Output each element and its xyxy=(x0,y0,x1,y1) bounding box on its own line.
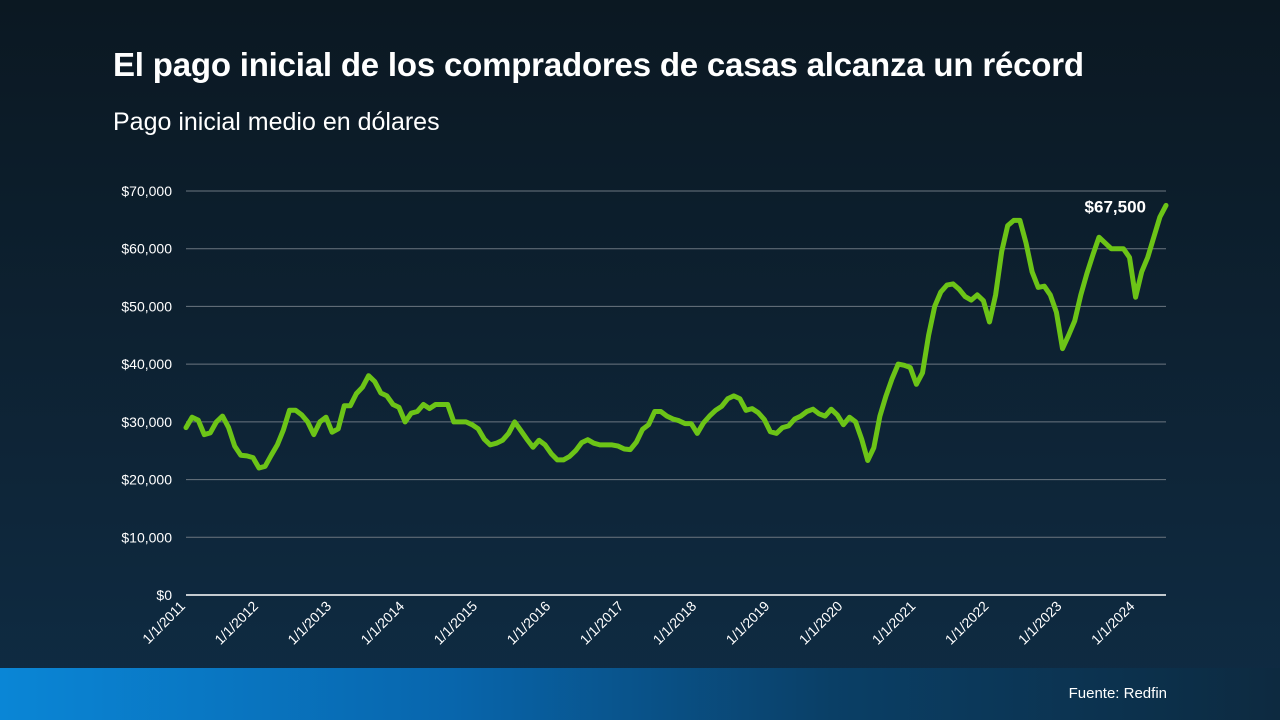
x-tick-label: 1/1/2023 xyxy=(1015,598,1065,648)
y-tick-label: $60,000 xyxy=(121,241,172,257)
footer-bar xyxy=(0,668,1280,720)
y-tick-label: $0 xyxy=(156,587,172,603)
y-tick-label: $50,000 xyxy=(121,298,172,314)
chart-title: El pago inicial de los compradores de ca… xyxy=(113,46,1084,83)
chart-subtitle: Pago inicial medio en dólares xyxy=(113,108,440,136)
data-label-latest: $67,500 xyxy=(1085,197,1146,216)
x-tick-label: 1/1/2024 xyxy=(1088,598,1138,648)
x-tick-label: 1/1/2015 xyxy=(430,598,480,648)
x-tick-label: 1/1/2017 xyxy=(577,598,627,648)
series-line xyxy=(183,202,1169,471)
source-label: Fuente: Redfin xyxy=(1068,685,1167,702)
x-tick-label: 1/1/2013 xyxy=(284,598,334,648)
y-tick-label: $30,000 xyxy=(121,414,172,430)
line-chart: $0 $10,000 $20,000 $30,000 $40,000 $50,000 $60… xyxy=(121,183,1169,648)
y-tick-label: $70,000 xyxy=(121,183,172,199)
y-tick-label: $20,000 xyxy=(121,472,172,488)
x-tick-label: 1/1/2012 xyxy=(211,598,261,648)
x-tick-label: 1/1/2018 xyxy=(650,598,700,648)
x-tick-label: 1/1/2014 xyxy=(357,598,407,648)
x-tick-label: 1/1/2021 xyxy=(869,598,919,648)
x-tick-label: 1/1/2011 xyxy=(139,598,188,647)
x-tick-label: 1/1/2022 xyxy=(942,598,992,648)
x-tick-label: 1/1/2016 xyxy=(503,598,553,648)
x-tick-label: 1/1/2020 xyxy=(796,598,846,648)
x-tick-label: 1/1/2019 xyxy=(723,598,773,648)
y-tick-label: $10,000 xyxy=(121,529,172,545)
y-tick-label: $40,000 xyxy=(121,356,172,372)
